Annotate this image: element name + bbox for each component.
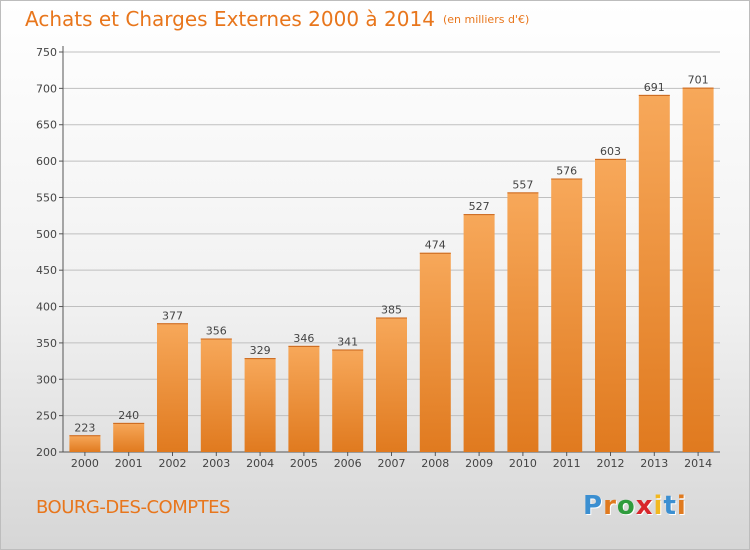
y-tick-label: 650 [36,119,57,132]
x-tick-label: 2012 [597,457,625,470]
y-tick-label: 300 [36,373,57,386]
logo-letter: i [676,491,687,521]
x-tick-label: 2005 [290,457,318,470]
y-tick-label: 450 [36,264,57,277]
x-tick-label: 2003 [202,457,230,470]
bar [113,422,145,452]
bar-value-label: 356 [206,325,227,338]
bar [69,435,101,452]
bar-value-label: 341 [337,335,358,348]
logo-letter: t [663,491,677,521]
bar-value-label: 329 [250,344,271,357]
x-tick-label: 2008 [421,457,449,470]
logo-letter: x [635,491,654,521]
bar [463,214,495,452]
bar-value-label: 474 [425,239,446,252]
bar-value-label: 240 [118,409,139,422]
x-tick-label: 2009 [465,457,493,470]
x-tick-label: 2013 [640,457,668,470]
x-tick-label: 2001 [115,457,143,470]
bar [595,158,626,452]
bar-value-label: 603 [600,145,621,158]
bar-value-label: 576 [556,165,577,178]
x-tick-label: 2006 [334,457,362,470]
bar [244,358,276,452]
x-tick-label: 2004 [246,457,274,470]
bar-value-label: 385 [381,303,402,316]
bar-value-label: 346 [293,332,314,345]
y-tick-label: 600 [36,155,57,168]
x-tick-label: 2014 [684,457,712,470]
bar [288,345,320,452]
location-name: BOURG-DES-COMPTES [36,497,230,518]
y-tick-label: 750 [36,46,57,59]
bar [419,252,451,452]
bar [332,349,364,452]
bar-value-label: 527 [469,200,490,213]
bar [551,178,583,452]
logo-letter: o [616,491,636,521]
proxiti-logo: Proxiti [583,491,687,521]
x-tick-label: 2002 [159,457,187,470]
logo-letter: i [653,491,664,521]
bar [682,87,714,453]
labels: 200 250 300 350 400 450 500 550 600 650 700 750 223 2… [36,46,712,470]
chart-title: Achats et Charges Externes 2000 à 2014 (e… [25,7,529,31]
x-tick-label: 2000 [71,457,99,470]
logo-letter: P [583,491,604,521]
y-tick-label: 250 [36,410,57,423]
bar-value-label: 691 [644,81,665,94]
x-tick-label: 2011 [553,457,581,470]
y-tick-label: 200 [36,446,57,459]
bar-value-label: 377 [162,309,183,322]
bar [507,192,539,452]
bar [200,338,232,452]
chart-title-text: Achats et Charges Externes 2000 à 2014 [25,7,435,31]
y-tick-label: 400 [36,301,57,314]
bar-value-label: 223 [74,421,95,434]
y-tick-label: 550 [36,191,57,204]
bar-value-label: 701 [688,74,709,87]
x-tick-label: 2010 [509,457,537,470]
x-tick-label: 2007 [378,457,406,470]
logo-letter: r [603,491,617,521]
bar-value-label: 557 [512,178,533,191]
bar [638,94,670,452]
bar [376,317,407,452]
bar [157,323,188,452]
y-tick-label: 500 [36,228,57,241]
bars [69,87,714,453]
y-tick-label: 700 [36,82,57,95]
chart-subtitle: (en milliers d'€) [442,13,530,26]
y-tick-label: 350 [36,337,57,350]
